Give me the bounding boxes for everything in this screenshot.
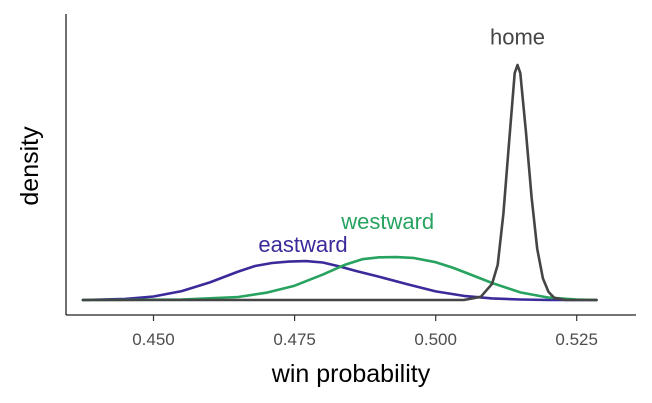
x-axis-ticks: 0.450 0.475 0.500 0.525 <box>132 315 598 349</box>
series-line-eastward <box>81 259 598 302</box>
series-line-westward <box>81 255 598 302</box>
y-axis-title: density <box>16 126 44 206</box>
series-label-westward: westward <box>340 209 434 234</box>
x-tick-label: 0.500 <box>414 330 457 349</box>
x-tick-label: 0.525 <box>555 330 598 349</box>
series-label-home: home <box>490 25 545 50</box>
x-tick-label: 0.450 <box>132 330 175 349</box>
series-label-eastward: eastward <box>258 232 347 257</box>
plot-lines <box>81 63 598 302</box>
x-tick-label: 0.475 <box>273 330 316 349</box>
series-line-home <box>81 63 598 302</box>
x-axis-title: win probability <box>271 360 431 388</box>
